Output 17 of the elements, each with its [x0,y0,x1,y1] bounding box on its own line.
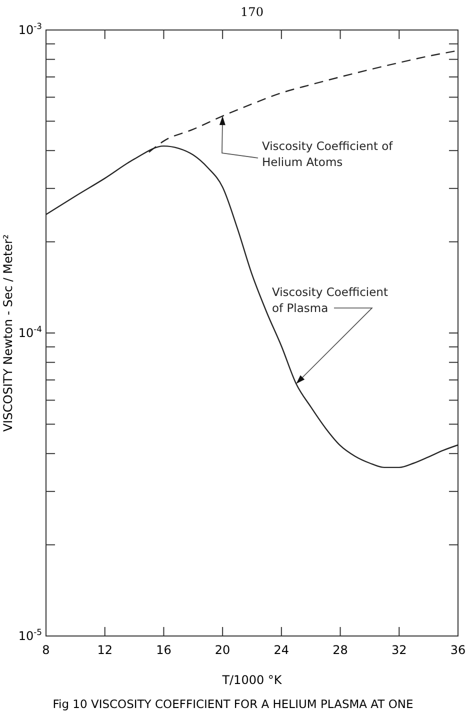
x-tick-label: 20 [214,643,230,657]
x-axis-title: T/1000 °K [221,673,283,687]
y-tick-label: 10$^{-5}$ [18,627,42,643]
x-tick-label: 24 [274,643,290,657]
x-tick-label: 32 [392,643,407,657]
x-tick-label: 8 [42,643,50,657]
series-label: Viscosity Coefficient of Plasma [272,285,388,315]
x-tick-label: 36 [450,643,466,657]
y-tick-label: 10$^{-3}$ [18,21,42,37]
x-tick-label: 16 [156,643,172,657]
text: Viscosity Coefficient of Helium Atoms [262,139,394,169]
text: 170 [240,5,264,19]
x-tick-label: 28 [332,643,348,657]
y-tick-label: 10$^{-4}$ [18,324,42,340]
y-axis-title: VISCOSITY Newton - Sec / Meter² [1,234,15,432]
text: Fig 10 VISCOSITY COEFFICIENT FOR A HELIUM PLASMA AT ONE [52,697,414,711]
x-tick-label: 12 [97,643,112,657]
